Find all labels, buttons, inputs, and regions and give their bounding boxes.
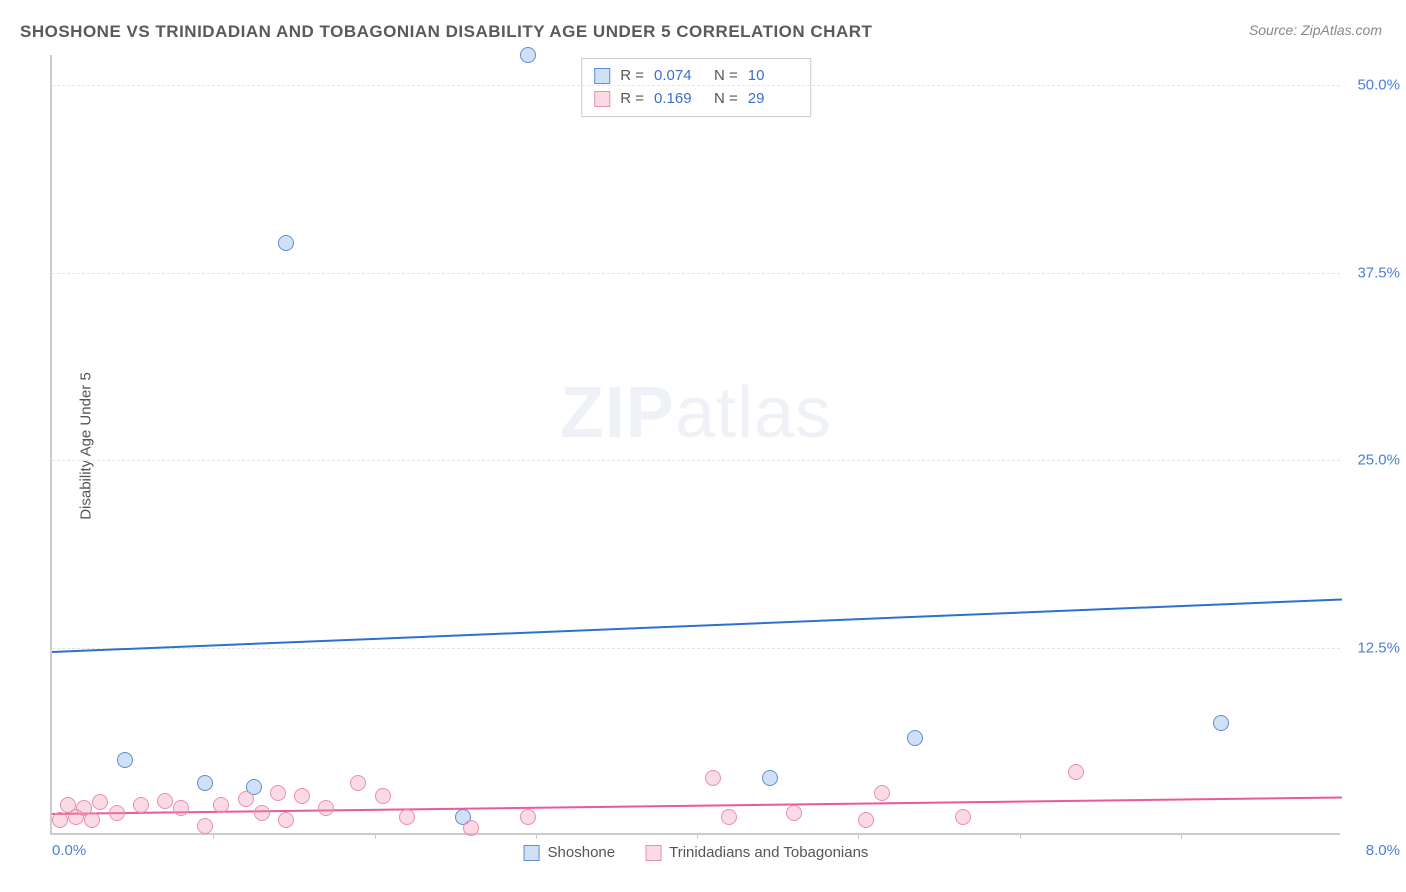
watermark: ZIPatlas <box>560 372 832 454</box>
x-tick-mark <box>375 833 376 839</box>
data-point <box>762 770 778 786</box>
data-point <box>117 752 133 768</box>
stats-row: R = 0.169 N = 29 <box>594 88 798 111</box>
stats-r-value: 0.169 <box>654 88 704 111</box>
stats-n-label: N = <box>714 88 738 111</box>
y-tick-label: 12.5% <box>1345 639 1400 656</box>
data-point <box>84 812 100 828</box>
plot-area: ZIPatlas R =0.074N =10R =0.169N =29 Shos… <box>50 55 1340 835</box>
data-point <box>350 775 366 791</box>
stats-legend-box: R =0.074N =10R =0.169N =29 <box>581 58 811 117</box>
gridline <box>52 273 1340 274</box>
data-point <box>705 770 721 786</box>
data-point <box>109 805 125 821</box>
data-point <box>520 809 536 825</box>
watermark-bold: ZIP <box>560 373 675 453</box>
legend-swatch <box>645 845 661 861</box>
data-point <box>874 785 890 801</box>
legend-item: Trinidadians and Tobagonians <box>645 844 868 861</box>
data-point <box>721 809 737 825</box>
data-point <box>92 794 108 810</box>
gridline <box>52 460 1340 461</box>
legend-item: Shoshone <box>524 844 616 861</box>
data-point <box>197 775 213 791</box>
data-point <box>238 791 254 807</box>
chart-title: SHOSHONE VS TRINIDADIAN AND TOBAGONIAN D… <box>20 22 872 42</box>
data-point <box>786 805 802 821</box>
legend-swatch <box>524 845 540 861</box>
data-point <box>173 800 189 816</box>
source-label: Source: ZipAtlas.com <box>1249 22 1382 38</box>
data-point <box>157 793 173 809</box>
data-point <box>197 818 213 834</box>
y-tick-label: 25.0% <box>1345 452 1400 469</box>
x-tick-mark <box>1020 833 1021 839</box>
bottom-legend: Shoshone Trinidadians and Tobagonians <box>524 844 869 861</box>
x-tick-mark <box>1181 833 1182 839</box>
stats-r-label: R = <box>620 88 644 111</box>
y-tick-label: 50.0% <box>1345 77 1400 94</box>
data-point <box>955 809 971 825</box>
data-point <box>907 730 923 746</box>
x-tick-label: 8.0% <box>1345 842 1400 859</box>
x-tick-label: 0.0% <box>52 842 86 859</box>
stats-n-value: 29 <box>748 88 798 111</box>
data-point <box>278 812 294 828</box>
data-point <box>254 805 270 821</box>
data-point <box>133 797 149 813</box>
data-point <box>375 788 391 804</box>
y-tick-label: 37.5% <box>1345 264 1400 281</box>
legend-label: Shoshone <box>548 844 616 861</box>
x-tick-mark <box>536 833 537 839</box>
legend-swatch <box>594 68 610 84</box>
data-point <box>270 785 286 801</box>
data-point <box>52 812 68 828</box>
gridline <box>52 648 1340 649</box>
data-point <box>1213 715 1229 731</box>
legend-label: Trinidadians and Tobagonians <box>669 844 868 861</box>
watermark-rest: atlas <box>675 373 832 453</box>
x-tick-mark <box>858 833 859 839</box>
data-point <box>278 235 294 251</box>
data-point <box>318 800 334 816</box>
trendline <box>52 598 1342 652</box>
data-point <box>520 47 536 63</box>
x-tick-mark <box>697 833 698 839</box>
data-point <box>213 797 229 813</box>
data-point <box>294 788 310 804</box>
data-point <box>1068 764 1084 780</box>
data-point <box>463 820 479 836</box>
gridline <box>52 85 1340 86</box>
x-tick-mark <box>213 833 214 839</box>
legend-swatch <box>594 91 610 107</box>
data-point <box>399 809 415 825</box>
data-point <box>858 812 874 828</box>
